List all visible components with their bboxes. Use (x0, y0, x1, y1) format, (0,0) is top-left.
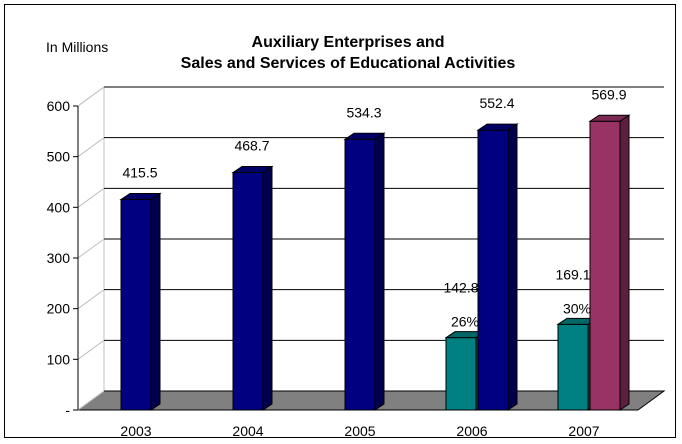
bar-total-2005 (343, 132, 386, 411)
bar-total-2003 (119, 192, 162, 411)
y-axis-unit-label: In Millions (46, 39, 108, 55)
bar-total-2004-top (231, 166, 274, 174)
bar-total-2006-top (476, 123, 519, 131)
bar-total-2004-side (262, 165, 273, 411)
share-value-label-2007: 169.1 (555, 266, 590, 282)
y-tick-label: 600 (47, 98, 71, 114)
bar-total-2007 (588, 114, 631, 411)
total-value-label-2007: 569.9 (591, 86, 626, 102)
bar-total-2005-side (374, 132, 385, 411)
chart-title-line-1: Auxiliary Enterprises and (252, 34, 445, 51)
bar-share-2006-front (445, 337, 477, 411)
bar-share-2007-front (557, 323, 589, 411)
y-tick-label: 100 (47, 351, 71, 367)
y-tick-label: 300 (47, 250, 71, 266)
gridline-wall (77, 86, 105, 107)
total-value-label-2005: 534.3 (346, 104, 381, 120)
x-tick-label-2003: 2003 (120, 423, 151, 439)
gridline-wall (77, 339, 105, 360)
x-tick-label-2007: 2007 (568, 423, 599, 439)
gridline-wall (77, 137, 105, 158)
gridline-wall (77, 238, 105, 259)
bar-total-2007-top (588, 114, 631, 122)
x-tick-label-2005: 2005 (344, 423, 375, 439)
bar-total-2007-front (589, 120, 621, 411)
y-tick-label: 400 (47, 199, 71, 215)
bars (119, 114, 631, 411)
x-axis-labels: 2003 2004 2005 2006 2007 (120, 423, 599, 439)
chart-title-line-2: Sales and Services of Educational Activi… (181, 55, 516, 72)
bar-total-2003-front (120, 198, 152, 411)
total-value-label-2006: 552.4 (479, 95, 514, 111)
bar-total-2004 (231, 165, 274, 411)
y-axis: - 100 200 300 400 500 600 (47, 98, 79, 418)
y-tick-label: 500 (47, 149, 71, 165)
share-percent-label-2007: 30% (563, 300, 591, 316)
share-percent-label-2006: 26% (451, 314, 479, 330)
bar-total-2007-side (619, 114, 630, 411)
bar-total-2006-side (507, 123, 518, 411)
gridline-wall (77, 187, 105, 208)
bar-total-2003-top (119, 192, 162, 200)
data-labels: 415.5 468.7 534.3 26% 142.8 552.4 30% 169.1 569.… (122, 86, 626, 329)
total-value-label-2004: 468.7 (234, 138, 269, 154)
gridline-wall (77, 289, 105, 310)
bar-total-2005-top (343, 132, 386, 140)
bar-total-2004-front (232, 172, 264, 411)
x-tick-label-2004: 2004 (232, 423, 263, 439)
total-value-label-2003: 415.5 (122, 164, 157, 180)
y-tick-label: 200 (47, 301, 71, 317)
bar-total-2005-front (344, 138, 376, 411)
gridline-wall (77, 390, 105, 411)
bar-total-2003-side (150, 192, 161, 411)
bar-total-2006-front (477, 129, 509, 411)
x-tick-label-2006: 2006 (456, 423, 487, 439)
y-tick-label: - (65, 402, 70, 418)
bar-total-2006 (476, 123, 519, 411)
share-value-label-2006: 142.8 (443, 280, 478, 296)
